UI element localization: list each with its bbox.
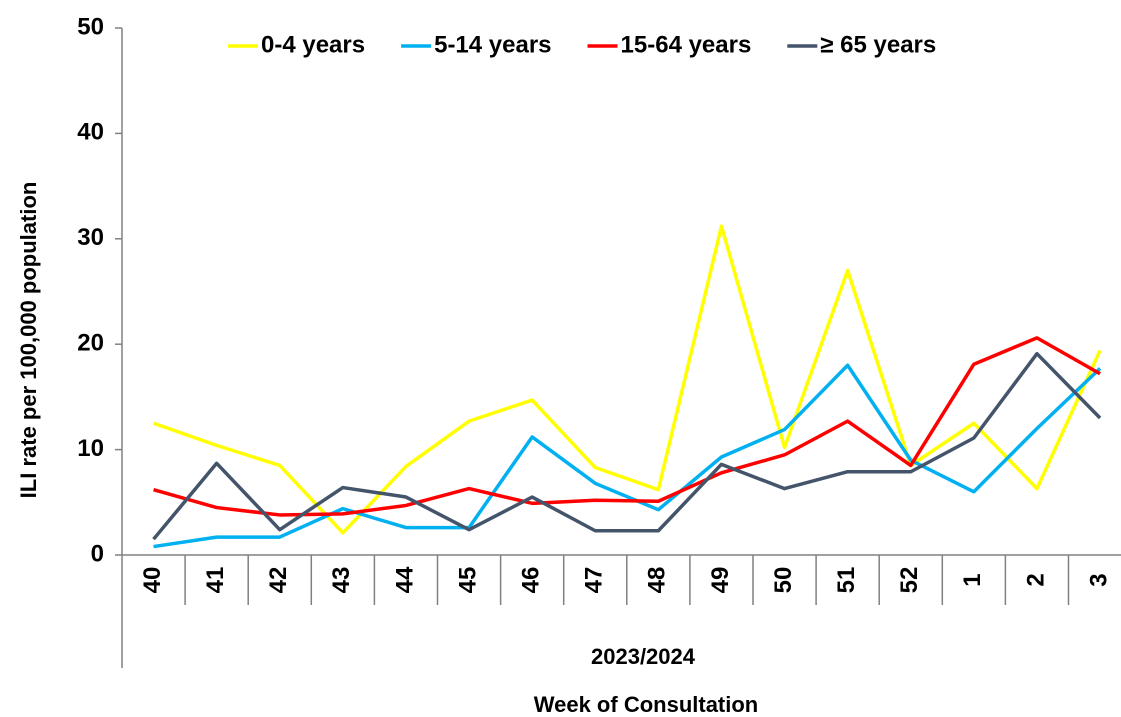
x-tick-label: 48 bbox=[644, 567, 671, 594]
legend-label: 5-14 years bbox=[434, 31, 551, 58]
series-line bbox=[152, 224, 1102, 535]
x-tick-label: 43 bbox=[328, 567, 355, 594]
y-tick-label: 40 bbox=[77, 119, 104, 146]
series-line bbox=[153, 363, 1102, 549]
y-tick-label: 20 bbox=[77, 330, 104, 357]
x-tick-label: 3 bbox=[1085, 573, 1112, 586]
legend-label: 0-4 years bbox=[261, 31, 365, 58]
x-tick-label: 52 bbox=[896, 567, 923, 594]
legend-label: ≥ 65 years bbox=[820, 31, 936, 58]
y-tick-label: 30 bbox=[77, 224, 104, 251]
x-tick-label: 41 bbox=[202, 567, 229, 594]
series-line bbox=[153, 336, 1101, 517]
legend-label: 15-64 years bbox=[621, 31, 752, 58]
x-tick-label: 51 bbox=[833, 567, 860, 594]
x-tick-label: 47 bbox=[581, 567, 608, 594]
y-tick-label: 50 bbox=[77, 13, 104, 40]
y-axis-label: ILI rate per 100,000 population bbox=[16, 182, 41, 499]
x-group-label: 2023/2024 bbox=[591, 644, 696, 669]
x-tick-label: 2 bbox=[1022, 573, 1049, 586]
series-line bbox=[152, 351, 1102, 541]
y-tick-label: 10 bbox=[77, 435, 104, 462]
x-tick-label: 50 bbox=[770, 567, 797, 594]
x-axis-label: Week of Consultation bbox=[534, 692, 759, 717]
y-tick-label: 0 bbox=[91, 540, 104, 567]
x-tick-label: 46 bbox=[517, 567, 544, 594]
x-tick-label: 45 bbox=[454, 567, 481, 594]
x-tick-label: 42 bbox=[265, 567, 292, 594]
x-tick-label: 44 bbox=[391, 566, 418, 593]
x-tick-label: 1 bbox=[959, 573, 986, 586]
x-tick-label: 49 bbox=[707, 567, 734, 594]
x-tick-label: 40 bbox=[139, 567, 166, 594]
